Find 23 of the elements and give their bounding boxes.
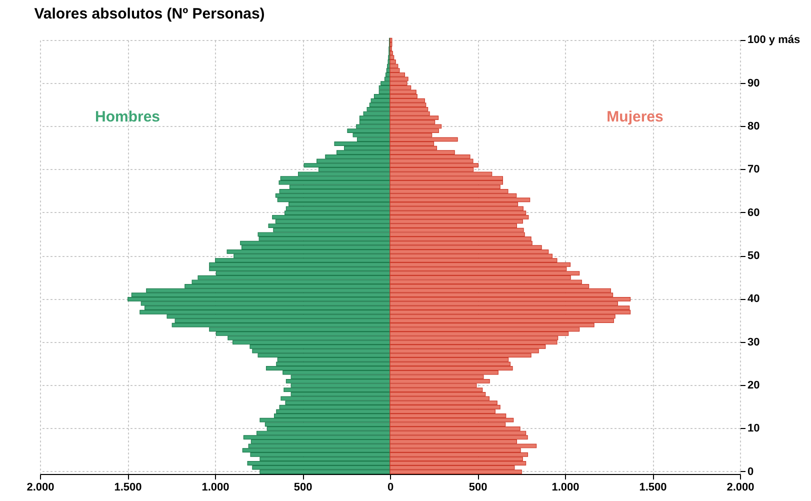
text: Hombres — [94, 108, 160, 126]
x-tick-label: 2.000 — [26, 482, 54, 494]
y-tick-label: 10 — [748, 422, 760, 435]
y-tick-label: 0 — [748, 466, 754, 478]
x-tick-label: 0 — [387, 482, 394, 494]
x-tick-label: 2.000 — [726, 482, 754, 494]
y-tick-label: 100 y más — [748, 34, 800, 46]
y-tick-label: 60 — [748, 206, 760, 219]
y-tick-label: 30 — [748, 336, 760, 348]
x-tick-label: 500 — [294, 482, 312, 494]
y-tick-label: 70 — [748, 164, 760, 176]
x-tick-label: 1.500 — [114, 482, 142, 494]
y-tick-label: 90 — [748, 77, 760, 90]
chart-title: Valores absolutos (Nº Personas) — [34, 6, 265, 23]
y-tick-label: 80 — [748, 120, 760, 132]
y-tick-label: 50 — [748, 250, 760, 262]
y-tick-label: 20 — [748, 380, 760, 392]
text: Mujeres — [606, 108, 664, 126]
x-tick-label: 1.000 — [552, 482, 580, 494]
x-tick-label: 1.500 — [639, 482, 667, 494]
x-tick-label: 1.000 — [202, 482, 230, 494]
y-tick-label: 40 — [748, 293, 760, 306]
x-tick-label: 500 — [468, 482, 488, 494]
